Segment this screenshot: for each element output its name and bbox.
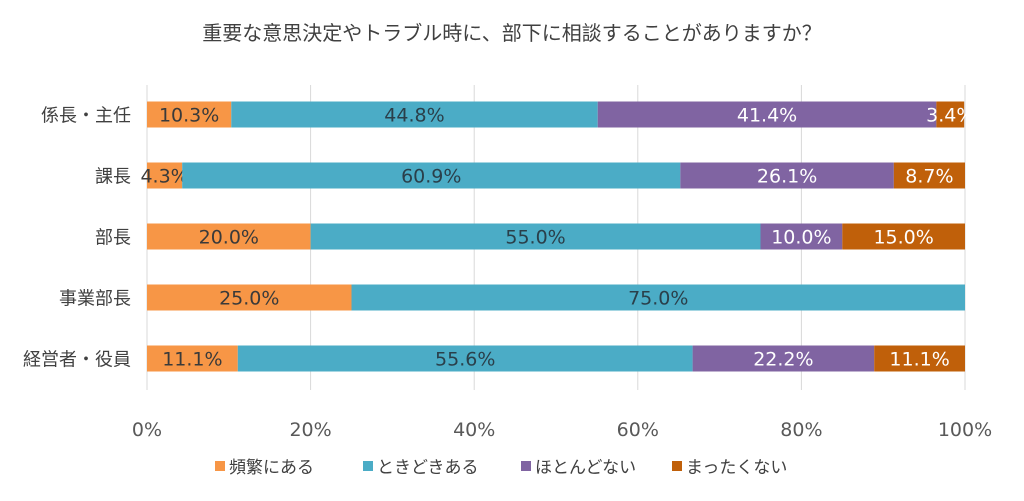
bar-segment	[231, 101, 598, 128]
x-tick-label: 0%	[132, 419, 162, 441]
x-tick-label: 20%	[289, 419, 331, 441]
category-label: 事業部長	[59, 289, 131, 310]
data-label: 10.3%	[159, 105, 219, 127]
bar-segment	[182, 162, 681, 189]
bar-segment	[936, 101, 965, 128]
category-label: 部長	[95, 228, 131, 249]
data-label: 11.1%	[889, 349, 949, 371]
category-label: 経営者・役員	[23, 350, 131, 371]
bar-segment	[147, 162, 183, 189]
data-label: 26.1%	[757, 166, 817, 188]
bar-segment	[842, 223, 965, 250]
legend-swatch	[363, 461, 373, 471]
data-label: 8.7%	[905, 166, 953, 188]
data-label: 4.3%	[140, 166, 188, 188]
bar-segment	[147, 101, 232, 128]
data-label: 11.1%	[162, 349, 222, 371]
data-label: 55.6%	[435, 349, 495, 371]
bar-segment	[147, 345, 238, 372]
category-label: 係長・主任	[41, 106, 131, 127]
legend-swatch	[215, 461, 225, 471]
legend-label: 頻繁にある	[229, 458, 314, 478]
data-label: 10.0%	[771, 227, 831, 249]
bar-segment	[597, 101, 937, 128]
x-tick-label: 40%	[453, 419, 495, 441]
data-label: 25.0%	[219, 288, 279, 310]
legend-label: ときどきある	[377, 458, 479, 478]
data-label: 15.0%	[873, 227, 933, 249]
category-label: 課長	[95, 167, 131, 188]
bar-segment	[893, 162, 965, 189]
bar-segment	[237, 345, 693, 372]
data-label: 22.2%	[753, 349, 813, 371]
bar-segment	[874, 345, 965, 372]
legend-swatch	[521, 461, 531, 471]
bar-segment	[351, 284, 965, 311]
x-tick-label: 100%	[938, 419, 992, 441]
bar-segment	[310, 223, 761, 250]
data-label: 60.9%	[401, 166, 461, 188]
data-label: 44.8%	[384, 105, 444, 127]
x-tick-label: 80%	[780, 419, 822, 441]
legend-label: まったくない	[686, 458, 787, 478]
legend-label: ほとんどない	[535, 458, 636, 478]
bar-segment	[147, 284, 352, 311]
data-label: 75.0%	[628, 288, 688, 310]
data-label: 41.4%	[737, 105, 797, 127]
bar-segment	[680, 162, 894, 189]
chart-title: 重要な意思決定やトラブル時に、部下に相談することがありますか？	[202, 21, 821, 45]
legend-swatch	[672, 461, 682, 471]
data-label: 3.4%	[926, 105, 974, 127]
x-tick-label: 60%	[617, 419, 659, 441]
data-label: 20.0%	[199, 227, 259, 249]
bar-segment	[760, 223, 843, 250]
bar-segment	[692, 345, 875, 372]
data-label: 55.0%	[505, 227, 565, 249]
bar-segment	[147, 223, 311, 250]
